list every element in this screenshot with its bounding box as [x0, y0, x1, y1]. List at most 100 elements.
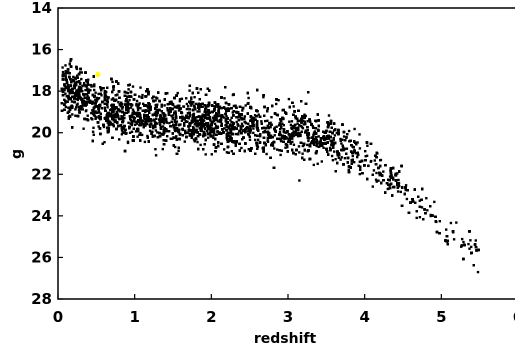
data-point [100, 94, 103, 97]
data-point [64, 74, 67, 77]
data-point [278, 131, 282, 134]
data-point [112, 88, 115, 91]
data-point [356, 155, 359, 159]
data-point [315, 144, 318, 148]
data-point [200, 125, 203, 129]
data-point [77, 108, 81, 112]
data-point [332, 129, 336, 132]
data-point [335, 131, 338, 135]
data-point [425, 197, 428, 200]
data-point [396, 172, 399, 175]
data-point [193, 96, 196, 99]
data-point [299, 134, 302, 138]
data-point [367, 164, 370, 167]
data-point [353, 148, 356, 152]
data-point [399, 190, 402, 194]
data-point [180, 119, 184, 122]
data-point [248, 138, 252, 141]
data-point [225, 123, 228, 126]
data-point [322, 146, 325, 149]
data-point [433, 200, 436, 204]
data-point [461, 237, 464, 241]
data-point [302, 123, 305, 126]
data-point [106, 106, 109, 109]
data-point [135, 102, 138, 106]
data-point [160, 110, 163, 113]
data-point [175, 120, 179, 123]
data-point [260, 120, 263, 123]
data-point [145, 122, 149, 126]
data-point [176, 91, 179, 95]
data-point [175, 129, 178, 132]
data-point [209, 131, 212, 134]
data-point [312, 163, 315, 167]
data-point [275, 102, 278, 106]
data-point [218, 131, 221, 134]
data-point [152, 127, 155, 130]
data-point [262, 96, 265, 99]
data-point [306, 143, 309, 147]
data-point [135, 99, 139, 103]
data-point [213, 114, 216, 118]
data-point [125, 91, 128, 94]
data-point [192, 138, 196, 141]
data-point [153, 120, 156, 123]
data-point [61, 66, 64, 69]
data-point [358, 172, 361, 176]
data-point [97, 125, 100, 128]
data-point [333, 134, 337, 137]
data-point [127, 88, 130, 91]
data-point [266, 140, 270, 143]
data-point [74, 114, 77, 117]
data-point [247, 96, 250, 100]
data-point [306, 120, 309, 123]
data-point [64, 64, 67, 67]
data-point [281, 122, 284, 125]
data-point [342, 135, 346, 138]
data-point [225, 115, 228, 118]
data-point [320, 160, 323, 163]
data-point [313, 132, 316, 136]
data-point [195, 116, 198, 119]
data-point [345, 136, 348, 139]
data-point [64, 76, 68, 79]
data-point [467, 242, 470, 246]
data-point [110, 98, 113, 101]
data-point [217, 111, 221, 115]
data-point [295, 129, 298, 132]
data-point [354, 152, 357, 155]
data-point [230, 121, 233, 124]
data-point [345, 147, 349, 150]
data-point [215, 118, 218, 122]
data-point [89, 83, 92, 87]
data-point [83, 81, 86, 85]
data-point [128, 98, 131, 102]
data-point [127, 121, 130, 124]
data-point [190, 96, 193, 99]
data-point [313, 130, 317, 133]
data-point [445, 228, 448, 231]
data-point [90, 111, 93, 115]
data-point [462, 240, 465, 244]
data-point [213, 122, 217, 125]
data-point [316, 162, 319, 165]
data-point [168, 121, 171, 125]
data-point [373, 159, 376, 162]
data-point [298, 151, 301, 154]
data-point [151, 97, 154, 100]
data-point [190, 104, 193, 107]
data-point [264, 119, 267, 123]
data-point [166, 135, 169, 138]
data-point [296, 122, 299, 125]
data-point [371, 185, 374, 188]
data-point [184, 132, 187, 135]
data-point [69, 59, 72, 63]
data-point [138, 95, 141, 98]
data-point [130, 130, 134, 133]
data-point [449, 221, 453, 225]
data-point [154, 129, 158, 132]
data-point [86, 87, 89, 90]
data-point [375, 180, 378, 183]
data-point [382, 170, 385, 173]
